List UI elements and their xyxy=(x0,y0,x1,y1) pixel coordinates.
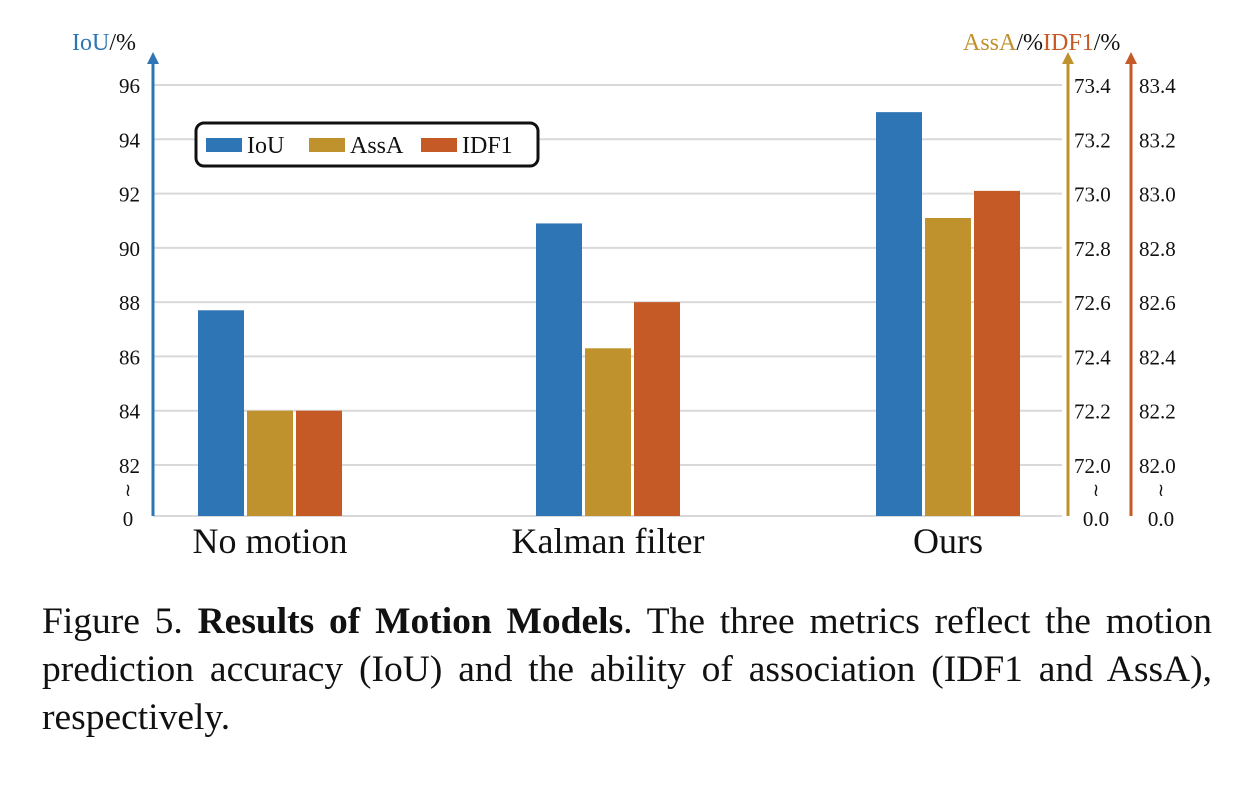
assa-break-symbol: ≀ xyxy=(1093,480,1100,501)
idf1-axis-title-unit: /% xyxy=(1094,30,1121,56)
assa-axis-title-unit: /% xyxy=(1016,30,1043,56)
motion-models-bar-chart: IoU/% AssA/%IDF1/% ≀ 0 ≀ 0.0 ≀ 0.0 96949… xyxy=(72,30,1176,561)
left-axis-tick-label: 82 xyxy=(119,454,140,478)
caption-text: The three metrics reflect the motion pre… xyxy=(42,601,1212,738)
assa-axis-tick-label: 72.2 xyxy=(1074,400,1111,424)
caption-title-period: . xyxy=(623,601,633,642)
bar-iou-1 xyxy=(536,223,582,516)
left-axis-tick-label: 84 xyxy=(119,400,141,424)
legend-swatch-iou xyxy=(206,138,242,152)
left-axis-title: IoU/% xyxy=(72,30,136,56)
idf1-axis-tick-label: 82.8 xyxy=(1139,237,1176,261)
idf1-axis-tick-label: 83.2 xyxy=(1139,128,1176,152)
left-break-label: 0 xyxy=(123,507,134,531)
figure-caption: Figure 5. Results of Motion Models. The … xyxy=(42,598,1212,742)
assa-axis-tick-label: 72.4 xyxy=(1074,345,1111,369)
left-axis-tick-label: 90 xyxy=(119,237,140,261)
idf1-axis-tick-label: 82.2 xyxy=(1139,400,1176,424)
idf1-axis-title-metric: IDF1 xyxy=(1043,30,1094,56)
bar-assa-1 xyxy=(585,348,631,516)
assa-axis-tick-label: 73.4 xyxy=(1074,74,1111,98)
assa-axis-tick-label: 73.2 xyxy=(1074,128,1111,152)
axis-labels: IoU/% AssA/%IDF1/% ≀ 0 ≀ 0.0 ≀ 0.0 96949… xyxy=(72,30,1176,531)
idf1-break-label: 0.0 xyxy=(1148,507,1174,531)
left-axis-title-unit: /% xyxy=(109,30,136,56)
bar-idf1-1 xyxy=(634,302,680,516)
right-axis-title: AssA/%IDF1/% xyxy=(963,30,1120,56)
bar-assa-0 xyxy=(247,410,293,516)
bar-iou-2 xyxy=(876,112,922,517)
left-axis-tick-label: 92 xyxy=(119,183,140,207)
left-axis-tick-label: 94 xyxy=(119,128,141,152)
left-axis-tick-label: 86 xyxy=(119,345,140,369)
assa-break-label: 0.0 xyxy=(1083,507,1109,531)
idf1-axis-tick-label: 82.0 xyxy=(1139,454,1176,478)
category-labels: No motion Kalman filter Ours xyxy=(192,521,983,561)
category-label: Ours xyxy=(913,521,983,561)
idf1-axis-tick-label: 82.4 xyxy=(1139,345,1176,369)
axes xyxy=(147,52,1137,516)
bar-iou-0 xyxy=(198,310,244,516)
legend-label-assa: AssA xyxy=(350,133,404,159)
idf1-break-symbol: ≀ xyxy=(1158,480,1165,501)
assa-axis-tick-label: 72.8 xyxy=(1074,237,1111,261)
left-axis-tick-label: 88 xyxy=(119,291,140,315)
legend-frame xyxy=(194,121,540,168)
bar-idf1-2 xyxy=(974,190,1020,516)
legend-swatch-idf1 xyxy=(421,138,457,152)
left-axis-title-metric: IoU xyxy=(72,30,109,56)
assa-axis-tick-label: 72.6 xyxy=(1074,291,1111,315)
legend: IoU AssA IDF1 xyxy=(194,121,540,168)
idf1-axis-tick-label: 83.0 xyxy=(1139,183,1176,207)
category-label: Kalman filter xyxy=(512,521,705,561)
assa-axis-title-metric: AssA xyxy=(963,30,1017,56)
legend-swatch-assa xyxy=(309,138,345,152)
left-axis-tick-label: 96 xyxy=(119,74,140,98)
category-label: No motion xyxy=(192,521,347,561)
assa-axis-tick-label: 72.0 xyxy=(1074,454,1111,478)
idf1-axis-tick-label: 82.6 xyxy=(1139,291,1176,315)
left-break-symbol: ≀ xyxy=(125,480,132,501)
bars xyxy=(198,112,1020,517)
bar-idf1-0 xyxy=(296,410,342,516)
caption-title: Results of Motion Models xyxy=(197,601,624,642)
assa-axis-tick-label: 73.0 xyxy=(1074,183,1111,207)
legend-label-idf1: IDF1 xyxy=(462,133,513,159)
caption-figure-label: Figure 5. xyxy=(42,601,183,642)
idf1-axis-tick-label: 83.4 xyxy=(1139,74,1176,98)
bar-assa-2 xyxy=(925,218,971,516)
legend-label-iou: IoU xyxy=(247,133,284,159)
